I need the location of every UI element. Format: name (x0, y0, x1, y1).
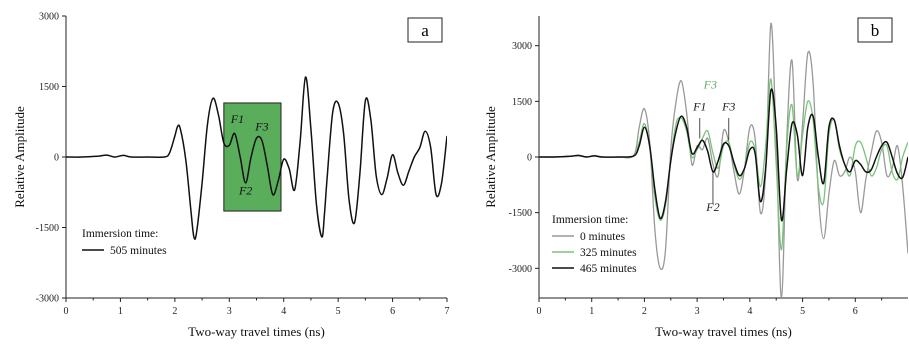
series-line-325-minutes (539, 78, 908, 251)
x-tick-label: 5 (800, 306, 805, 317)
y-axis-label: Relative Amplitude (12, 106, 27, 208)
x-tick-label: 0 (537, 306, 542, 317)
x-axis-label: Two-way travel times (ns) (188, 324, 325, 339)
annotation-F3: F3 (703, 77, 717, 91)
series-line-465-minutes (539, 88, 908, 222)
annotation-F1: F1 (692, 100, 706, 114)
y-tick-label: 1500 (512, 97, 532, 108)
y-tick-label: 3000 (512, 41, 532, 52)
x-tick-label: 6 (390, 306, 395, 317)
x-tick-label: 5 (336, 306, 341, 317)
x-tick-label: 0 (64, 306, 69, 317)
x-tick-label: 6 (853, 306, 858, 317)
series-group (539, 22, 908, 298)
y-tick-label: 0 (527, 153, 532, 164)
legend-entry: 325 minutes (580, 247, 637, 259)
chart-panel-a: 0 1 2 3 4 5 6 7 3000 1500 0 -1500 -3000 Two-way trave… (12, 12, 450, 340)
y-tick-label: -3000 (509, 264, 532, 275)
legend-title: Immersion time: (552, 214, 628, 226)
series-line-505-minutes (66, 76, 447, 240)
x-tick-label: 3 (695, 306, 700, 317)
y-tick-label: 1500 (39, 82, 59, 93)
legend-entry: 505 minutes (110, 245, 167, 257)
annotation-F3: F3 (254, 120, 268, 134)
panel-label-box (407, 17, 443, 43)
annotation-F1: F1 (230, 112, 244, 126)
x-tick-label: 4 (747, 306, 752, 317)
panel-label: b (871, 21, 880, 40)
y-tick-label: -3000 (36, 294, 59, 305)
panel-label-box (857, 17, 893, 43)
series-group (66, 76, 447, 240)
x-tick-label: 7 (445, 306, 450, 317)
x-tick-label: 2 (172, 306, 177, 317)
x-axis-label: Two-way travel times (ns) (655, 324, 792, 339)
annotation-F2: F2 (238, 184, 252, 198)
x-tick-label: 4 (281, 306, 286, 317)
y-tick-label: 0 (54, 153, 59, 164)
x-tick-label: 2 (642, 306, 647, 317)
legend-entry: 465 minutes (580, 263, 637, 275)
legend-entry: 0 minutes (580, 231, 626, 243)
y-axis-label: Relative Amplitude (483, 106, 498, 208)
annotation-F3: F3 (721, 100, 735, 114)
y-tick-label: -1500 (36, 223, 59, 234)
y-tick-label: -1500 (509, 208, 532, 219)
annotation-F2: F2 (705, 200, 719, 214)
chart-panel-b: 0 1 2 3 4 5 6 3000 1500 0 -1500 -3000 Two-way travel… (483, 16, 908, 339)
x-tick-label: 1 (589, 306, 594, 317)
y-tick-label: 3000 (39, 12, 59, 23)
x-tick-label: 1 (118, 306, 123, 317)
x-tick-label: 3 (227, 306, 232, 317)
panel-label: a (421, 21, 429, 40)
legend-title: Immersion time: (82, 228, 158, 240)
